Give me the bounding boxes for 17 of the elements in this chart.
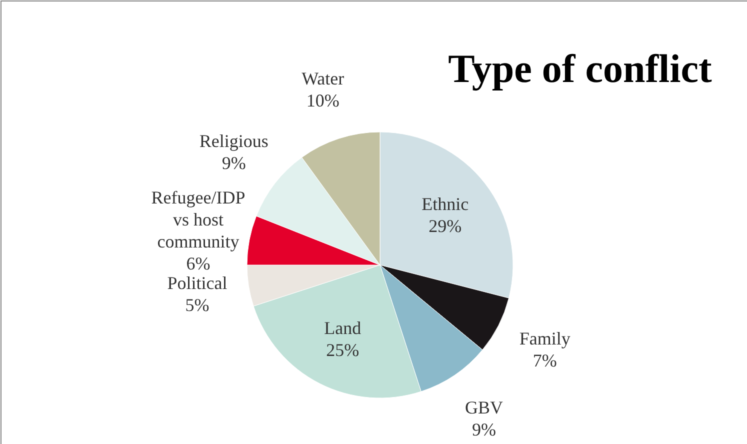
slice-label: Ethnic — [422, 194, 469, 214]
data-label: 25% — [326, 340, 360, 360]
data-label: 9% — [222, 152, 246, 173]
chart-title: Type of conflict — [448, 46, 713, 91]
data-label: 9% — [472, 419, 496, 440]
data-label: 6% — [186, 254, 210, 274]
slice-label: Land — [324, 318, 362, 338]
slice-label: Family — [519, 328, 570, 348]
slice-label: Water — [302, 68, 344, 88]
data-label: 29% — [428, 216, 462, 236]
slice-label: Religious — [199, 130, 268, 151]
data-label: 5% — [185, 295, 210, 316]
slice-label: Refugee/IDP vs host community — [151, 188, 246, 252]
slice-label: Political — [167, 273, 228, 294]
slice-label: GBV — [464, 397, 503, 418]
data-label: 10% — [306, 90, 340, 110]
data-label: 7% — [532, 350, 557, 370]
